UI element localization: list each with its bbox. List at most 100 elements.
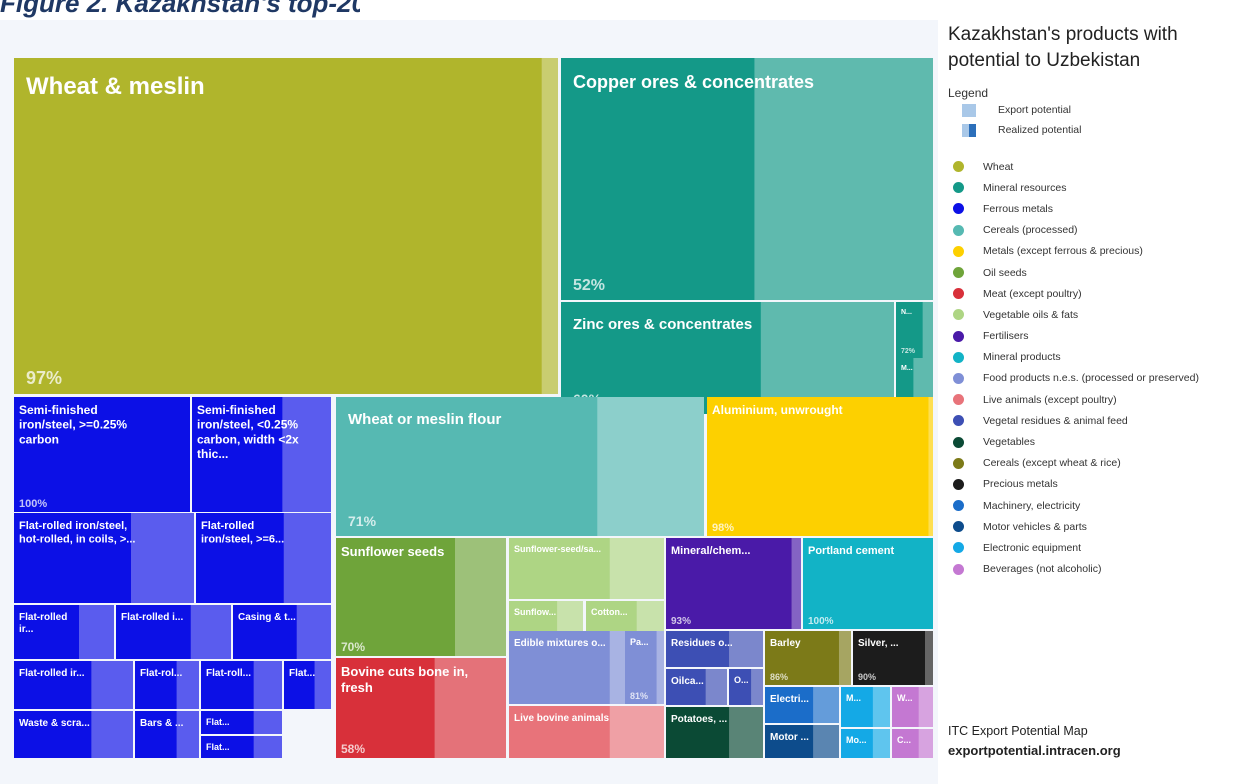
legend-swatch bbox=[962, 103, 976, 117]
treemap-tile[interactable]: Bars & ... bbox=[135, 711, 199, 758]
legend-category-item[interactable]: Ferrous metals bbox=[948, 198, 1243, 219]
treemap-tile[interactable]: Wheat or meslin flour 71% bbox=[336, 397, 704, 536]
legend-category-item[interactable]: Cereals (processed) bbox=[948, 220, 1243, 241]
legend-category-item[interactable]: Metals (except ferrous & precious) bbox=[948, 241, 1243, 262]
tile-realized-potential bbox=[201, 736, 254, 758]
tile-realized-potential bbox=[707, 397, 929, 536]
treemap-tile[interactable]: O... bbox=[729, 669, 763, 705]
legend-category-item[interactable]: Machinery, electricity bbox=[948, 495, 1243, 516]
tile-realized-pct: 90% bbox=[858, 672, 876, 682]
legend-category-label: Fertilisers bbox=[983, 330, 1029, 343]
treemap-tile[interactable]: Waste & scra... bbox=[14, 711, 133, 758]
treemap-tile[interactable]: Mo... bbox=[841, 729, 890, 758]
treemap-tile[interactable]: W... bbox=[892, 687, 933, 727]
source-name: ITC Export Potential Map bbox=[948, 724, 1088, 738]
legend-category-item[interactable]: Vegetal residues & animal feed bbox=[948, 410, 1243, 431]
tile-label: O... bbox=[734, 675, 749, 685]
treemap-tile[interactable]: Potatoes, ... bbox=[666, 707, 763, 758]
tile-realized-potential bbox=[509, 706, 610, 758]
treemap-tile[interactable]: Copper ores & concentrates 52% bbox=[561, 58, 933, 300]
treemap-tile[interactable]: Flat-rolled ir... bbox=[14, 605, 114, 659]
treemap-tile[interactable]: Sunflower-seed/sa... bbox=[509, 538, 664, 599]
treemap-tile[interactable]: Flat-roll... bbox=[201, 661, 282, 709]
tile-label: Casing & t... bbox=[238, 612, 296, 623]
legend-dot bbox=[953, 457, 964, 469]
legend-category-label: Cereals (except wheat & rice) bbox=[983, 457, 1121, 470]
legend-category-item[interactable]: Oil seeds bbox=[948, 262, 1243, 283]
treemap-tile[interactable]: Flat-rolled iron/steel, >=6... bbox=[196, 513, 331, 603]
legend-category-item[interactable]: Motor vehicles & parts bbox=[948, 516, 1243, 537]
treemap-tile[interactable]: Silver, ... 90% bbox=[853, 631, 933, 685]
treemap-tile[interactable]: N... 72% bbox=[896, 302, 933, 358]
legend-category-item[interactable]: Electronic equipment bbox=[948, 537, 1243, 558]
legend-category-item[interactable]: Food products n.e.s. (processed or prese… bbox=[948, 368, 1243, 389]
tile-label: Edible mixtures o... bbox=[514, 638, 606, 649]
treemap-tile[interactable]: Flat... bbox=[201, 736, 282, 758]
treemap-tile[interactable]: Flat-rolled iron/steel, hot-rolled, in co… bbox=[14, 513, 194, 603]
treemap-tile[interactable]: Electri... bbox=[765, 687, 839, 723]
tile-realized-pct: 58% bbox=[341, 742, 365, 756]
tile-realized-potential bbox=[666, 707, 730, 758]
legend-dot bbox=[953, 267, 964, 279]
treemap-tile[interactable]: C... bbox=[892, 729, 933, 758]
tile-realized-potential bbox=[841, 687, 873, 727]
legend-category-label: Live animals (except poultry) bbox=[983, 393, 1117, 406]
treemap-tile[interactable]: Flat-rol... bbox=[135, 661, 199, 709]
legend-category-item[interactable]: Vegetables bbox=[948, 431, 1243, 452]
legend-dot bbox=[953, 372, 964, 384]
treemap-tile[interactable]: Flat-rolled ir... bbox=[14, 661, 133, 709]
legend-category-item[interactable]: Cereals (except wheat & rice) bbox=[948, 453, 1243, 474]
legend-category-item[interactable]: Mineral products bbox=[948, 347, 1243, 368]
legend-dot bbox=[953, 309, 964, 321]
treemap-tile[interactable]: Casing & t... bbox=[233, 605, 331, 659]
treemap-tile[interactable]: Pa... 81% bbox=[625, 631, 664, 704]
treemap-tile[interactable]: Mineral/chem... 93% bbox=[666, 538, 801, 629]
legend-category-item[interactable]: Precious metals bbox=[948, 474, 1243, 495]
legend-category-item[interactable]: Beverages (not alcoholic) bbox=[948, 559, 1243, 580]
tile-label: Mo... bbox=[846, 735, 867, 745]
treemap-tile[interactable]: Oilca... bbox=[666, 669, 727, 705]
treemap-tile[interactable]: Barley 86% bbox=[765, 631, 851, 685]
tile-realized-potential bbox=[336, 397, 598, 536]
treemap-tile[interactable]: Zinc ores & concentrates60% bbox=[561, 302, 894, 414]
treemap-tile[interactable]: Live bovine animals bbox=[509, 706, 664, 758]
treemap-tile[interactable]: M... bbox=[841, 687, 890, 727]
tile-label: Semi-finished iron/steel, <0.25% carbon, w… bbox=[197, 403, 299, 461]
treemap-tile[interactable]: Motor ... bbox=[765, 725, 839, 758]
tile-realized-potential bbox=[233, 605, 297, 659]
legend-swatch bbox=[962, 123, 976, 137]
treemap-tile[interactable]: Residues o... bbox=[666, 631, 763, 667]
treemap-tile[interactable]: Semi-finished iron/steel, <0.25% carbon, w… bbox=[192, 397, 331, 512]
tile-label: Sunflower seeds bbox=[341, 544, 444, 559]
treemap-tile[interactable]: Flat... bbox=[201, 711, 282, 734]
treemap-tile[interactable]: Flat-rolled i... bbox=[116, 605, 231, 659]
tile-realized-potential bbox=[336, 538, 455, 656]
legend-category-item[interactable]: Vegetable oils & fats bbox=[948, 304, 1243, 325]
tile-label: C... bbox=[897, 735, 911, 745]
tile-realized-potential bbox=[509, 538, 610, 599]
treemap-tile[interactable]: Flat... bbox=[284, 661, 331, 709]
tile-realized-potential bbox=[14, 58, 542, 394]
treemap-tile[interactable]: Aluminium, unwrought 98% bbox=[707, 397, 933, 536]
legend-category-item[interactable]: Wheat bbox=[948, 156, 1243, 177]
legend-category-label: Vegetal residues & animal feed bbox=[983, 414, 1128, 427]
source-url[interactable]: exportpotential.intracen.org bbox=[948, 743, 1121, 758]
treemap-tile[interactable]: Sunflower seeds 70% bbox=[336, 538, 506, 656]
tile-label: Cotton... bbox=[591, 607, 628, 617]
treemap-tile[interactable]: Portland cement 100% bbox=[803, 538, 933, 629]
tile-label: Portland cement bbox=[808, 545, 895, 557]
legend-category-item[interactable]: Mineral resources bbox=[948, 177, 1243, 198]
tile-label: Zinc ores & concentrates bbox=[573, 316, 752, 333]
tile-realized-pct: 81% bbox=[630, 691, 648, 701]
treemap-tile[interactable]: Bovine cuts bone in, fresh 58% bbox=[336, 658, 506, 758]
treemap-tile[interactable]: Wheat & meslin 97% bbox=[14, 58, 558, 394]
tile-realized-pct: 72% bbox=[901, 348, 916, 355]
treemap-canvas: Wheat & meslin 97% Copper ores & concentra… bbox=[0, 20, 938, 784]
legend-category-item[interactable]: Meat (except poultry) bbox=[948, 283, 1243, 304]
tile-label: Sunflower-seed/sa... bbox=[514, 544, 601, 554]
legend-category-item[interactable]: Live animals (except poultry) bbox=[948, 389, 1243, 410]
treemap-tile[interactable]: Semi-finished iron/steel, >=0.25% carbon 10… bbox=[14, 397, 190, 512]
legend-dot bbox=[953, 288, 964, 300]
tile-label: Aluminium, unwrought bbox=[712, 403, 843, 417]
legend-category-item[interactable]: Fertilisers bbox=[948, 326, 1243, 347]
